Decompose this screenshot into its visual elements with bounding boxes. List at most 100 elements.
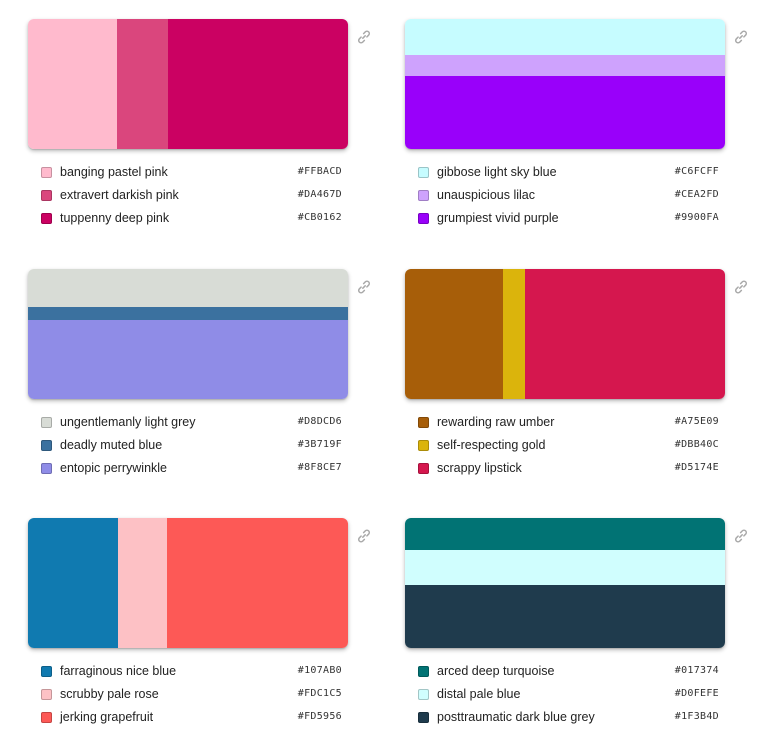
color-name: arced deep turquoise [437, 664, 555, 678]
color-hex: #017374 [674, 665, 719, 676]
color-hex: #DA467D [297, 189, 342, 200]
color-row: self-respecting gold #DBB40C [417, 438, 719, 462]
palette-swatch[interactable] [405, 269, 725, 399]
palette-swatch[interactable] [28, 518, 348, 648]
color-hex: #D8DCD6 [297, 416, 342, 427]
color-row: tuppenny deep pink #CB0162 [40, 211, 342, 235]
color-segment[interactable] [28, 307, 348, 320]
color-row: ungentlemanly light grey #D8DCD6 [40, 415, 342, 439]
color-row: gibbose light sky blue #C6FCFF [417, 165, 719, 189]
link-icon[interactable] [356, 528, 372, 544]
color-segment[interactable] [405, 55, 725, 76]
color-segment[interactable] [28, 19, 117, 149]
color-hex: #3B719F [297, 439, 342, 450]
color-name: self-respecting gold [437, 438, 546, 452]
color-hex: #A75E09 [674, 416, 719, 427]
color-chip [418, 440, 429, 451]
color-chip [418, 463, 429, 474]
color-chip [41, 167, 52, 178]
color-row: scrubby pale rose #FDC1C5 [40, 687, 342, 711]
color-chip [418, 167, 429, 178]
color-chip [41, 440, 52, 451]
color-name: tuppenny deep pink [60, 211, 170, 225]
color-name: entopic perrywinkle [60, 461, 167, 475]
color-row: banging pastel pink #FFBACD [40, 165, 342, 189]
color-row: deadly muted blue #3B719F [40, 438, 342, 462]
color-hex: #8F8CE7 [297, 462, 342, 473]
color-name: ungentlemanly light grey [60, 415, 196, 429]
color-segment[interactable] [117, 19, 168, 149]
color-segment[interactable] [405, 19, 725, 55]
palette-swatch[interactable] [405, 19, 725, 149]
color-row: entopic perrywinkle #8F8CE7 [40, 461, 342, 485]
color-segment[interactable] [28, 269, 348, 307]
color-segment[interactable] [405, 518, 725, 550]
color-hex: #DBB40C [674, 439, 719, 450]
color-segment[interactable] [167, 518, 348, 648]
color-chip [418, 666, 429, 677]
color-chip [418, 712, 429, 723]
color-name: jerking grapefruit [60, 710, 154, 724]
color-chip [41, 463, 52, 474]
color-row: extravert darkish pink #DA467D [40, 188, 342, 212]
color-segment[interactable] [405, 269, 503, 399]
link-icon[interactable] [356, 29, 372, 45]
color-segment[interactable] [168, 19, 348, 149]
color-segment[interactable] [405, 585, 725, 648]
color-chip [418, 417, 429, 428]
color-segment[interactable] [405, 550, 725, 585]
color-segment[interactable] [28, 518, 118, 648]
color-name: distal pale blue [437, 687, 521, 701]
color-list: farraginous nice blue #107AB0 scrubby pa… [40, 664, 342, 734]
link-icon[interactable] [733, 528, 749, 544]
color-hex: #C6FCFF [674, 166, 719, 177]
color-name: banging pastel pink [60, 165, 168, 179]
link-icon[interactable] [733, 279, 749, 295]
color-segment[interactable] [525, 269, 725, 399]
palette-swatch[interactable] [405, 518, 725, 648]
color-hex: #CB0162 [297, 212, 342, 223]
color-list: gibbose light sky blue #C6FCFF unauspici… [417, 165, 719, 235]
color-name: rewarding raw umber [437, 415, 555, 429]
color-row: arced deep turquoise #017374 [417, 664, 719, 688]
color-chip [418, 190, 429, 201]
color-segment[interactable] [28, 320, 348, 399]
color-list: ungentlemanly light grey #D8DCD6 deadly … [40, 415, 342, 485]
color-list: rewarding raw umber #A75E09 self-respect… [417, 415, 719, 485]
color-hex: #D5174E [674, 462, 719, 473]
color-row: unauspicious lilac #CEA2FD [417, 188, 719, 212]
color-hex: #CEA2FD [674, 189, 719, 200]
color-row: grumpiest vivid purple #9900FA [417, 211, 719, 235]
color-name: grumpiest vivid purple [437, 211, 559, 225]
color-hex: #D0FEFE [674, 688, 719, 699]
link-icon[interactable] [733, 29, 749, 45]
color-chip [41, 712, 52, 723]
color-name: gibbose light sky blue [437, 165, 557, 179]
color-hex: #FFBACD [297, 166, 342, 177]
color-chip [41, 417, 52, 428]
color-segment[interactable] [503, 269, 525, 399]
color-hex: #9900FA [674, 212, 719, 223]
color-hex: #1F3B4D [674, 711, 719, 722]
palette-swatch[interactable] [28, 269, 348, 399]
color-chip [41, 666, 52, 677]
color-list: banging pastel pink #FFBACD extravert da… [40, 165, 342, 235]
color-name: farraginous nice blue [60, 664, 177, 678]
color-segment[interactable] [118, 518, 167, 648]
color-row: jerking grapefruit #FD5956 [40, 710, 342, 734]
color-name: scrubby pale rose [60, 687, 159, 701]
color-name: deadly muted blue [60, 438, 163, 452]
color-name: extravert darkish pink [60, 188, 179, 202]
color-hex: #107AB0 [297, 665, 342, 676]
color-name: unauspicious lilac [437, 188, 535, 202]
color-chip [41, 689, 52, 700]
palette-swatch[interactable] [28, 19, 348, 149]
color-row: farraginous nice blue #107AB0 [40, 664, 342, 688]
color-hex: #FDC1C5 [297, 688, 342, 699]
color-segment[interactable] [405, 76, 725, 149]
color-chip [41, 190, 52, 201]
color-chip [418, 213, 429, 224]
link-icon[interactable] [356, 279, 372, 295]
color-row: posttraumatic dark blue grey #1F3B4D [417, 710, 719, 734]
color-list: arced deep turquoise #017374 distal pale… [417, 664, 719, 734]
